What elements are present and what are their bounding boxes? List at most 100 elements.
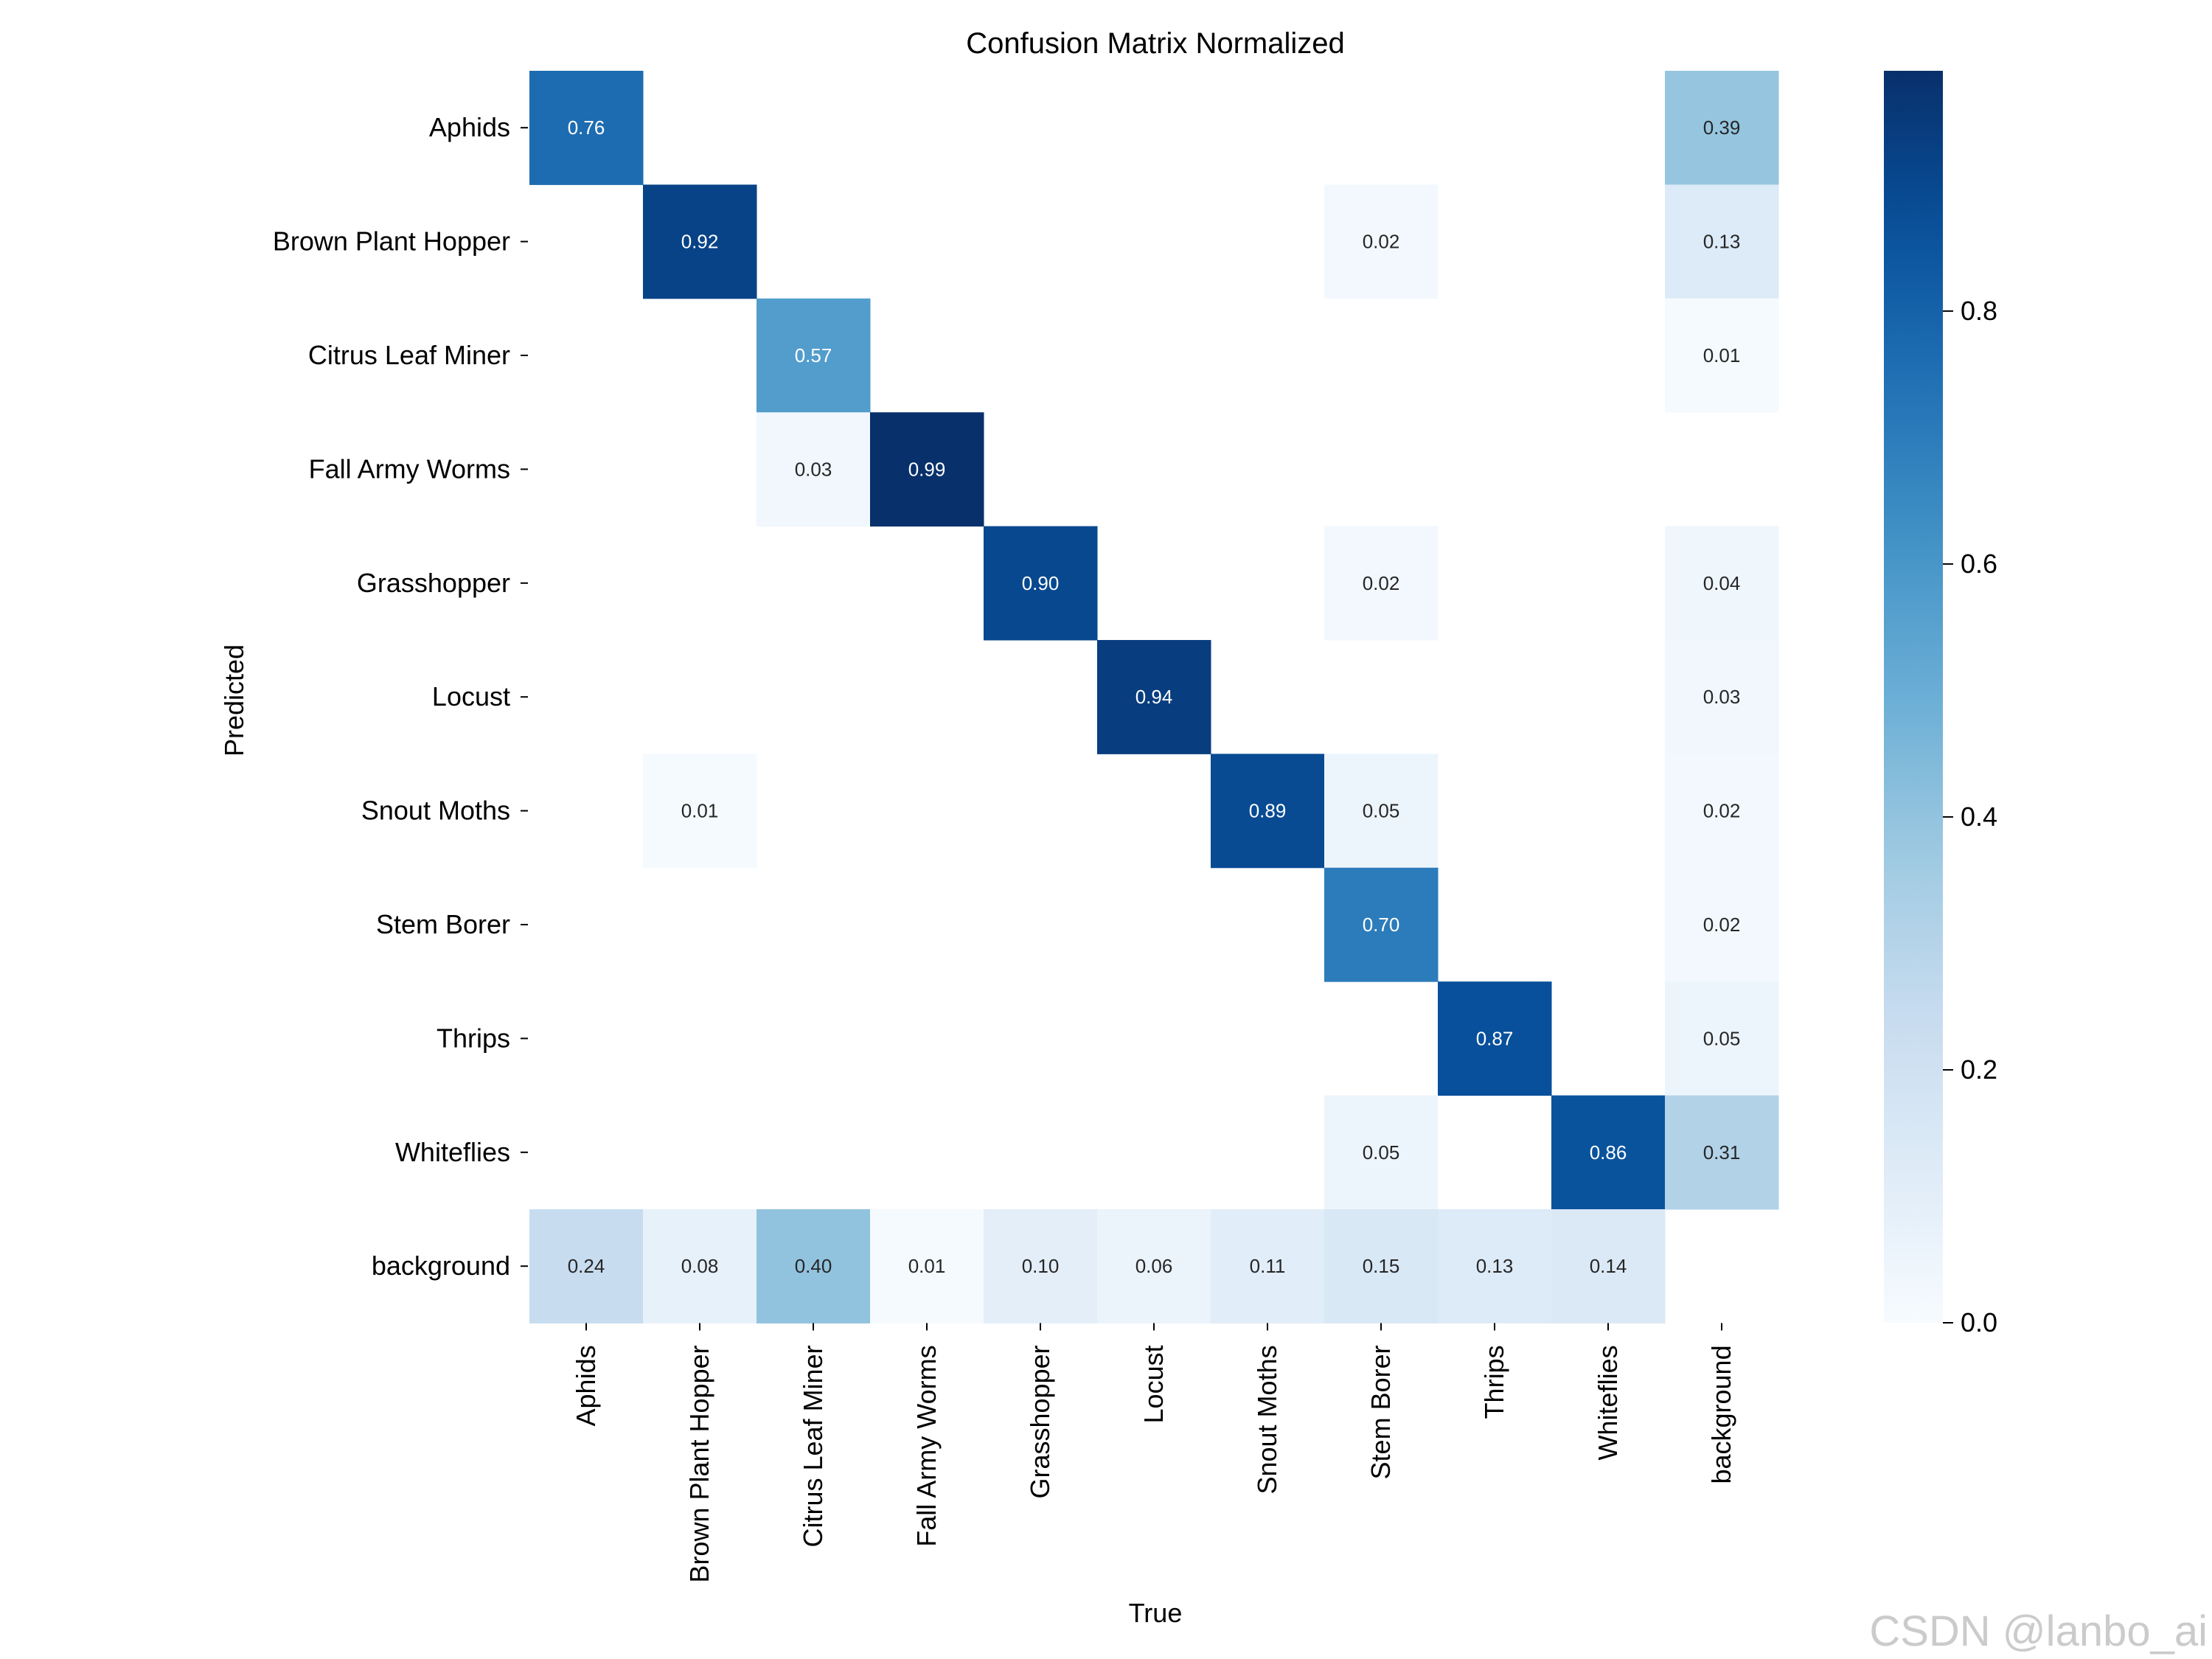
cell-value-label: 0.06 [1135, 1255, 1173, 1277]
x-tick-label: Snout Moths [1252, 1345, 1282, 1494]
x-tick-labels: Aphids Brown Plant Hopper Citrus Leaf Mine… [571, 1323, 1736, 1583]
heatmap-cell [870, 1209, 984, 1324]
cell-value-label: 0.39 [1703, 116, 1741, 139]
heatmap-cell [1324, 1095, 1439, 1210]
cell-value-label: 0.14 [1590, 1255, 1627, 1277]
cell-value-label: 0.70 [1363, 914, 1400, 936]
cell-value-label: 0.02 [1703, 800, 1741, 822]
cell-value-label: 0.40 [795, 1255, 832, 1277]
watermark-text: CSDN @lanbo_ai [1869, 1607, 2208, 1655]
heatmap-cell [757, 1209, 871, 1324]
cell-value-label: 0.86 [1590, 1141, 1627, 1164]
heatmap-cell [757, 298, 871, 413]
cell-value-label: 0.94 [1135, 686, 1173, 708]
heatmap-cell [1665, 526, 1779, 641]
heatmap-cell [1665, 184, 1779, 299]
x-tick-label: Whiteflies [1593, 1345, 1623, 1460]
heatmap-cell [1324, 867, 1439, 982]
y-axis-label: Predicted [219, 644, 249, 757]
cell-value-label: 0.05 [1363, 1141, 1400, 1164]
y-tick-labels: Aphids Brown Plant Hopper Citrus Leaf Mine… [273, 112, 528, 1281]
heatmap-cell [1665, 640, 1779, 754]
colorbar-tick-label: 0.8 [1961, 296, 1997, 326]
colorbar-tick-label: 0.0 [1961, 1307, 1997, 1338]
heatmap-cell [529, 1209, 644, 1324]
cell-value-label: 0.76 [568, 116, 605, 139]
heatmap-cells: 0.76 0.39 0.92 0.02 0.13 0.57 0.01 0.03 0.99 0.90… [529, 71, 1779, 1324]
chart-title: Confusion Matrix Normalized [966, 27, 1345, 60]
heatmap-cell [1438, 1209, 1552, 1324]
y-tick-label: Brown Plant Hopper [273, 226, 510, 257]
heatmap-cell [1324, 1209, 1439, 1324]
heatmap-cell [1324, 754, 1439, 869]
heatmap-cell [1097, 1209, 1211, 1324]
cell-value-label: 0.11 [1250, 1255, 1286, 1277]
cell-value-label: 0.02 [1363, 572, 1400, 594]
cell-value-label: 0.03 [795, 458, 832, 480]
colorbar-tick-label: 0.4 [1961, 801, 1997, 832]
y-tick-label: Grasshopper [357, 568, 510, 598]
x-tick-label: Citrus Leaf Miner [798, 1345, 828, 1547]
cell-value-label: 0.08 [681, 1255, 719, 1277]
x-tick-label: Locust [1138, 1345, 1169, 1423]
cell-value-label: 0.57 [795, 344, 832, 366]
colorbar [1884, 71, 1943, 1323]
x-tick-label: Brown Plant Hopper [684, 1345, 714, 1582]
cell-value-label: 0.24 [568, 1255, 605, 1277]
colorbar-tick-label: 0.6 [1961, 549, 1997, 579]
cell-value-label: 0.13 [1703, 231, 1741, 253]
heatmap-cell [529, 71, 644, 185]
heatmap-cell [1324, 184, 1439, 299]
heatmap-cell [984, 1209, 1098, 1324]
cell-value-label: 0.04 [1703, 572, 1741, 594]
heatmap-cell [1665, 71, 1779, 185]
cell-value-label: 0.99 [908, 458, 946, 480]
cell-value-label: 0.31 [1703, 1141, 1741, 1164]
heatmap-cell [1665, 754, 1779, 869]
y-tick-label: background [372, 1251, 510, 1281]
colorbar-tick-label: 0.2 [1961, 1054, 1997, 1085]
x-tick-label: Fall Army Worms [911, 1345, 942, 1546]
heatmap-cell [870, 412, 984, 527]
y-tick-label: Thrips [437, 1023, 510, 1053]
x-tick-label: Aphids [571, 1345, 601, 1426]
x-tick-label: background [1706, 1345, 1736, 1484]
x-tick-label: Stem Borer [1366, 1345, 1396, 1479]
y-tick-label: Locust [432, 681, 510, 712]
heatmap-cell [757, 412, 871, 527]
y-tick-label: Stem Borer [376, 909, 510, 939]
heatmap-cell [1665, 298, 1779, 413]
x-tick-label: Thrips [1479, 1345, 1509, 1419]
cell-value-label: 0.01 [681, 800, 719, 822]
y-tick-label: Whiteflies [395, 1137, 510, 1167]
heatmap-cell [643, 184, 757, 299]
heatmap-cell [1665, 981, 1779, 1096]
y-tick-label: Aphids [429, 112, 510, 142]
heatmap-cell [1665, 867, 1779, 982]
heatmap-cell [643, 1209, 757, 1324]
heatmap-cell [1551, 1209, 1666, 1324]
heatmap-cell [1438, 981, 1552, 1096]
cell-value-label: 0.03 [1703, 686, 1741, 708]
cell-value-label: 0.87 [1476, 1027, 1514, 1049]
y-tick-label: Citrus Leaf Miner [308, 340, 510, 370]
heatmap-cell [1665, 1095, 1779, 1210]
x-axis-label: True [1129, 1598, 1183, 1628]
cell-value-label: 0.10 [1022, 1255, 1060, 1277]
x-tick-label: Grasshopper [1025, 1345, 1055, 1498]
cell-value-label: 0.89 [1249, 800, 1287, 822]
cell-value-label: 0.13 [1476, 1255, 1514, 1277]
cell-value-label: 0.90 [1022, 572, 1060, 594]
heatmap-cell [1211, 754, 1325, 869]
cell-value-label: 0.02 [1363, 231, 1400, 253]
heatmap-cell [643, 754, 757, 869]
y-tick-label: Snout Moths [361, 796, 510, 826]
cell-value-label: 0.05 [1363, 800, 1400, 822]
cell-value-label: 0.92 [681, 231, 719, 253]
heatmap-cell [1097, 640, 1211, 754]
y-tick-label: Fall Army Worms [309, 453, 510, 484]
cell-value-label: 0.02 [1703, 914, 1741, 936]
heatmap-cell [984, 526, 1098, 641]
heatmap-cell [1551, 1095, 1666, 1210]
